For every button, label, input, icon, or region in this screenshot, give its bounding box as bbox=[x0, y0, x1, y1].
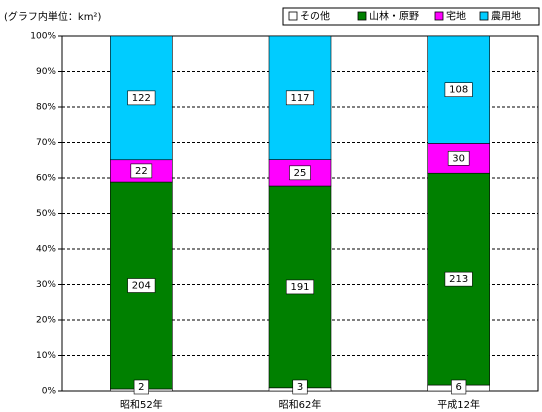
data-label: 2 bbox=[138, 382, 144, 393]
label-box bbox=[444, 82, 473, 97]
label-box bbox=[285, 90, 315, 106]
label-box bbox=[130, 163, 153, 179]
legend-swatch bbox=[357, 11, 367, 21]
y-tick-label: 100% bbox=[30, 32, 56, 42]
data-label: 30 bbox=[452, 153, 465, 164]
y-tick-label: 40% bbox=[36, 245, 56, 255]
data-label: 25 bbox=[294, 168, 307, 179]
label-box bbox=[127, 90, 156, 106]
legend-box bbox=[282, 7, 540, 26]
y-tick-label: 60% bbox=[36, 174, 56, 184]
legend-label: 農用地 bbox=[491, 10, 521, 23]
x-tick-label: 平成12年 bbox=[437, 398, 480, 411]
y-tick-label: 50% bbox=[36, 209, 56, 219]
data-label: 108 bbox=[449, 85, 468, 96]
data-label: 122 bbox=[132, 93, 151, 104]
x-tick-label: 昭和62年 bbox=[279, 398, 322, 411]
label-box bbox=[444, 271, 473, 287]
legend-label: 山林・原野 bbox=[369, 10, 419, 23]
y-tick-label: 30% bbox=[36, 280, 56, 290]
label-box bbox=[447, 151, 470, 166]
y-tick-label: 10% bbox=[36, 351, 56, 361]
label-box bbox=[127, 278, 156, 293]
label-box bbox=[292, 379, 308, 395]
y-tick-label: 80% bbox=[36, 103, 56, 113]
legend-swatch bbox=[288, 11, 298, 21]
data-label: 22 bbox=[135, 166, 148, 177]
data-label: 6 bbox=[455, 382, 461, 393]
label-box bbox=[133, 379, 149, 395]
label-box bbox=[289, 165, 311, 181]
x-tick-label: 昭和52年 bbox=[120, 398, 163, 411]
data-label: 213 bbox=[449, 274, 468, 285]
data-label: 117 bbox=[290, 93, 309, 104]
unit-note: (グラフ内単位：km²) bbox=[4, 10, 101, 23]
y-tick-label: 20% bbox=[36, 316, 56, 326]
label-box bbox=[285, 279, 315, 295]
label-box bbox=[451, 379, 467, 395]
y-tick-label: 70% bbox=[36, 138, 56, 148]
data-label: 204 bbox=[132, 281, 151, 292]
data-label: 3 bbox=[297, 382, 303, 393]
legend-label: 宅地 bbox=[446, 10, 466, 23]
y-tick-label: 90% bbox=[36, 67, 56, 77]
legend-label: その他 bbox=[300, 10, 330, 23]
data-label: 191 bbox=[290, 282, 309, 293]
y-tick-label: 0% bbox=[42, 387, 57, 397]
legend-swatch bbox=[434, 11, 444, 21]
legend-swatch bbox=[479, 11, 489, 21]
